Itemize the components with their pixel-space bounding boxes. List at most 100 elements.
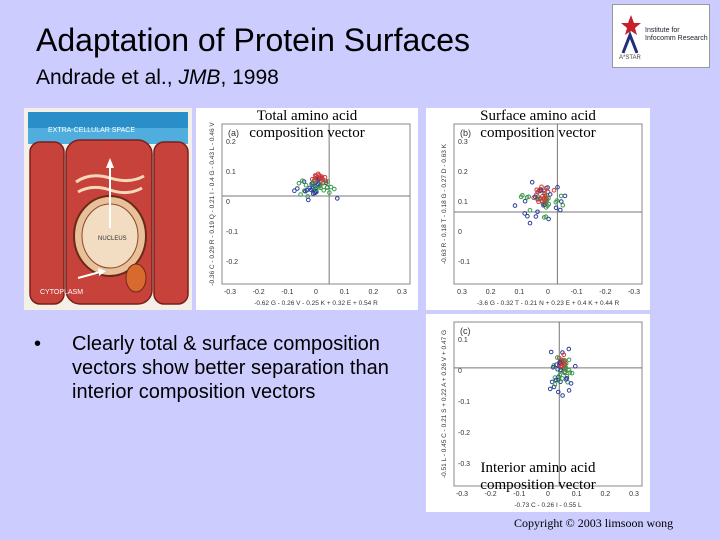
data-point <box>312 173 318 178</box>
plot-panel-letter: (c) <box>460 326 471 336</box>
data-point <box>522 211 527 216</box>
data-point <box>310 182 315 187</box>
plot-caption-a-line1: Total amino acid <box>256 108 358 124</box>
data-point <box>568 381 574 386</box>
data-point <box>512 203 518 208</box>
data-point <box>524 195 530 200</box>
data-point <box>537 187 542 193</box>
plot-frame <box>453 321 643 487</box>
nucleus-label: NUCLEUS <box>98 236 127 242</box>
data-point <box>560 393 565 398</box>
plot-frame <box>221 123 411 285</box>
data-point <box>295 186 300 191</box>
data-point <box>567 370 573 375</box>
plot-panel-a: (a) -0.3 -0.2 -0.1 0 0.1 0.2 0.3 -0.62 G - 0.26 … <box>196 108 418 310</box>
data-point <box>547 386 553 392</box>
data-point <box>327 190 332 195</box>
y-tick-label: 0 <box>458 229 462 236</box>
data-point <box>563 377 569 382</box>
data-point <box>566 357 572 363</box>
x-tick-label: -0.2 <box>253 289 265 296</box>
y-tick-label: 0.3 <box>458 139 468 146</box>
y-axis-label: -0.63 R - 0.18 T - 0.18 G - 0.27 D - 0.6… <box>441 143 448 264</box>
data-point <box>543 195 549 201</box>
data-point <box>529 179 535 185</box>
data-point <box>548 349 554 355</box>
data-point <box>298 192 303 197</box>
data-point <box>525 213 530 219</box>
data-point <box>312 179 318 184</box>
plot-caption-b-line2: composition vector <box>480 125 596 141</box>
data-point <box>566 346 572 352</box>
institute-logo: Institute for Infocomm Research A*STAR <box>612 4 710 68</box>
data-point <box>573 363 578 369</box>
data-point <box>552 382 558 387</box>
x-tick-label: 0 <box>546 491 550 498</box>
x-tick-label: -0.3 <box>224 289 236 296</box>
data-point <box>558 207 563 213</box>
data-point <box>321 188 326 193</box>
x-tick-label: 0.2 <box>486 289 496 296</box>
y-tick-label: 0.1 <box>226 169 236 176</box>
data-point <box>555 184 560 190</box>
data-point <box>306 197 311 203</box>
data-point <box>300 178 305 183</box>
data-point <box>332 186 337 192</box>
data-point <box>566 388 572 393</box>
cell-diagram: EXTRA-CELLULAR SPACE NUCLEUS CYTOPLASM <box>24 108 192 310</box>
data-point <box>566 367 572 373</box>
data-point <box>303 182 309 188</box>
y-tick-label: -0.1 <box>458 259 470 266</box>
data-point <box>559 363 565 369</box>
data-point <box>315 181 321 187</box>
data-point <box>532 194 538 200</box>
data-point <box>561 352 567 358</box>
x-tick-label: -0.1 <box>281 289 293 296</box>
copyright-notice: Copyright © 2003 limsoon wong <box>514 516 674 530</box>
subtitle-year: , 1998 <box>220 66 279 89</box>
x-tick-label: 0 <box>314 289 318 296</box>
y-tick-label: -0.2 <box>226 259 238 266</box>
x-tick-label: 0.3 <box>629 491 639 498</box>
data-point <box>549 379 555 385</box>
cytoplasm-label: CYTOPLASM <box>40 289 83 296</box>
data-point <box>547 192 553 197</box>
data-point <box>304 187 310 193</box>
y-tick-label: 0.1 <box>458 337 468 344</box>
data-point <box>546 201 552 207</box>
data-point <box>527 220 533 226</box>
data-point <box>527 208 533 213</box>
data-point <box>292 188 297 193</box>
data-point <box>555 355 560 360</box>
plot-caption-b-line1: Surface amino acid <box>480 108 596 124</box>
subtitle-journal: JMB <box>178 66 221 89</box>
plot-caption-b: Surface amino acid composition vector <box>426 108 650 142</box>
extracellular-label: EXTRA-CELLULAR SPACE <box>48 127 135 134</box>
y-tick-label: 0 <box>226 199 230 206</box>
data-point <box>520 193 525 198</box>
plot-panel-b: (b) 0.3 0.2 0.1 0 -0.1 -0.2 -0.3 -3.6 G - 0.32 T… <box>426 108 650 310</box>
data-point <box>296 181 302 186</box>
x-tick-label: -0.2 <box>485 491 497 498</box>
data-point <box>335 196 340 201</box>
data-point <box>541 215 547 220</box>
data-point <box>541 196 546 201</box>
data-point <box>556 377 561 383</box>
data-point <box>551 188 557 193</box>
data-point <box>533 214 539 219</box>
plot-caption-a: Total amino acid composition vector <box>196 108 418 142</box>
y-tick-label: 0.1 <box>458 199 468 206</box>
data-point <box>554 198 560 203</box>
x-tick-label: -0.2 <box>599 289 611 296</box>
x-tick-label: 0.2 <box>368 289 378 296</box>
logo-line-2: Infocomm Research <box>645 35 708 42</box>
data-point <box>560 203 566 208</box>
x-tick-label: -0.1 <box>571 289 583 296</box>
data-point <box>315 176 320 181</box>
y-tick-label: -0.3 <box>458 461 470 468</box>
x-axis-label: -0.62 G - 0.26 V - 0.25 K + 0.32 E + 0.5… <box>254 300 378 307</box>
plot-caption-c-line2: composition vector <box>480 477 596 493</box>
data-point <box>569 370 575 376</box>
cell-illustration: EXTRA-CELLULAR SPACE NUCLEUS CYTOPLASM <box>24 108 192 310</box>
x-tick-label: 0.1 <box>340 289 350 296</box>
